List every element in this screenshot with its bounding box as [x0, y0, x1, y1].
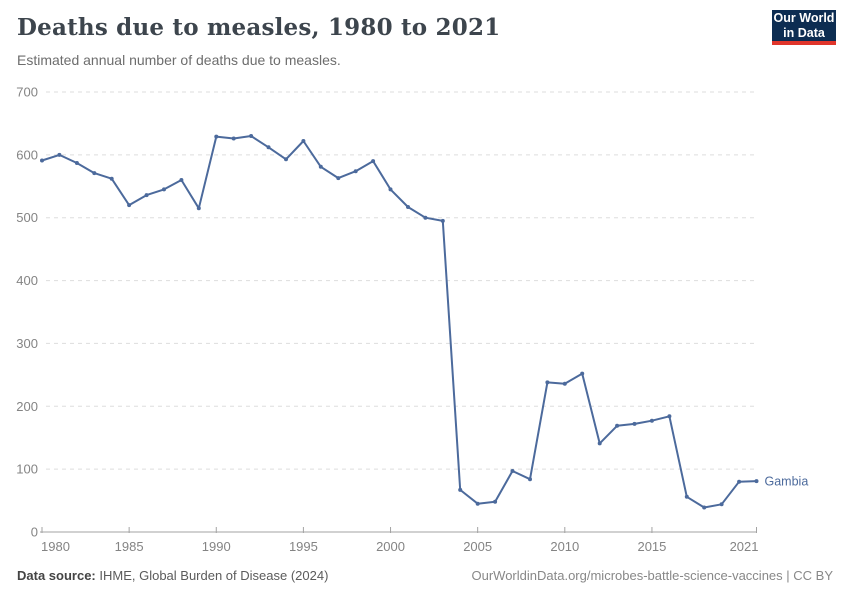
data-point[interactable] [406, 205, 410, 209]
data-point[interactable] [196, 206, 201, 211]
x-tick-label: 2021 [730, 539, 759, 554]
data-point[interactable] [754, 479, 759, 484]
chart-subtitle: Estimated annual number of deaths due to… [17, 52, 341, 68]
data-point[interactable] [615, 423, 620, 428]
data-point[interactable] [74, 161, 79, 165]
y-tick-label: 200 [16, 399, 38, 414]
data-point[interactable] [214, 134, 219, 139]
x-tick-label: 1980 [41, 539, 70, 554]
data-point[interactable] [301, 139, 306, 143]
data-point[interactable] [649, 418, 654, 423]
data-point[interactable] [57, 152, 62, 157]
footer-link[interactable]: OurWorldinData.org/microbes-battle-scien… [471, 568, 834, 583]
x-tick-label: 1995 [289, 539, 318, 554]
data-point[interactable] [371, 159, 376, 164]
data-source-label: Data source: [17, 568, 96, 583]
y-tick-label: 400 [16, 273, 38, 288]
y-tick-label: 100 [16, 462, 38, 477]
data-point[interactable] [528, 477, 532, 482]
data-point[interactable] [458, 487, 463, 492]
y-tick-label: 600 [16, 147, 38, 162]
data-point[interactable] [109, 176, 114, 181]
data-point[interactable] [667, 414, 672, 419]
data-point[interactable] [179, 178, 184, 182]
data-point[interactable] [231, 136, 236, 141]
series-gambia[interactable]: Gambia [40, 134, 808, 510]
series-end-label[interactable]: Gambia [765, 475, 809, 489]
data-point[interactable] [440, 218, 445, 223]
data-point[interactable] [127, 203, 132, 208]
data-point[interactable] [336, 176, 341, 181]
data-point[interactable] [493, 499, 498, 504]
data-point[interactable] [284, 157, 288, 162]
data-point[interactable] [266, 145, 271, 150]
data-point[interactable] [719, 502, 724, 507]
data-point[interactable] [423, 215, 428, 220]
data-point[interactable] [545, 380, 550, 385]
data-point[interactable] [318, 164, 323, 169]
data-source: Data source: IHME, Global Burden of Dise… [17, 568, 328, 583]
y-tick-label: 700 [16, 85, 38, 100]
y-tick-label: 300 [16, 336, 38, 351]
data-source-text: IHME, Global Burden of Disease (2024) [95, 568, 329, 583]
data-point[interactable] [684, 494, 689, 499]
x-tick-label: 2000 [376, 539, 405, 554]
data-point[interactable] [162, 187, 166, 192]
series-line[interactable] [41, 135, 758, 509]
data-point[interactable] [597, 441, 602, 446]
owid-logo[interactable]: Our World in Data [772, 10, 836, 45]
x-tick-label: 1990 [202, 539, 231, 554]
data-point[interactable] [40, 158, 44, 163]
data-point[interactable] [388, 187, 393, 192]
data-point[interactable] [737, 479, 742, 484]
x-tick-label: 2015 [637, 539, 666, 554]
data-point[interactable] [580, 371, 585, 376]
owid-logo-line2: in Data [783, 25, 825, 40]
data-point[interactable] [475, 501, 480, 506]
data-point[interactable] [92, 171, 97, 176]
data-point[interactable] [144, 193, 149, 198]
data-point[interactable] [510, 469, 515, 473]
owid-logo-line1: Our World [773, 10, 835, 25]
data-point[interactable] [353, 169, 358, 174]
y-tick-label: 0 [31, 525, 38, 540]
x-tick-label: 1985 [115, 539, 144, 554]
x-tick-label: 2005 [463, 539, 492, 554]
y-tick-label: 500 [16, 210, 38, 225]
page-title: Deaths due to measles, 1980 to 2021 [17, 14, 501, 41]
data-point[interactable] [702, 505, 707, 510]
data-point[interactable] [562, 381, 567, 386]
data-point[interactable] [249, 134, 254, 138]
data-point[interactable] [632, 421, 637, 426]
x-tick-label: 2010 [550, 539, 579, 554]
